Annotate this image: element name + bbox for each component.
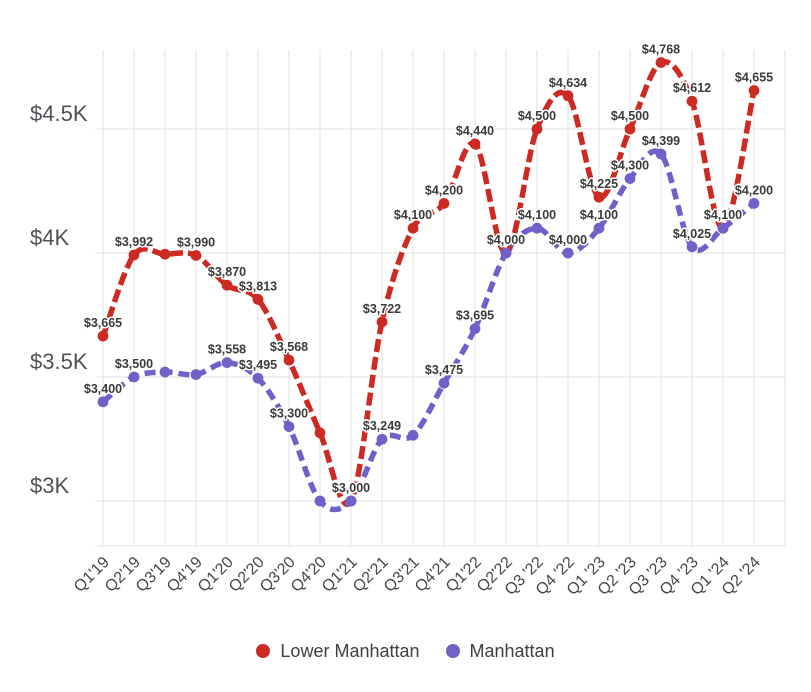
point-value-label: $3,695	[456, 309, 494, 323]
point-value-label: $3,992	[115, 235, 153, 249]
point-value-label: $3,813	[239, 279, 277, 293]
chart-svg: $3K$3.5K$4K$4.5KQ1'19Q2'19Q3'19Q4'19Q1'2…	[30, 41, 786, 599]
point-value-label: $4,025	[673, 227, 711, 241]
point-value-label: $3,500	[115, 357, 153, 371]
data-point-lower-manhattan[interactable]	[97, 330, 109, 342]
y-axis-label: $4.5K	[30, 101, 88, 126]
point-value-label: $3,990	[177, 236, 215, 250]
data-point-manhattan[interactable]	[252, 372, 264, 384]
point-value-label: $4,655	[735, 71, 773, 85]
data-point-manhattan[interactable]	[283, 421, 295, 432]
point-value-label: $4,500	[518, 109, 556, 123]
point-value-label: $3,558	[208, 343, 246, 357]
point-value-label: $3,870	[208, 265, 246, 279]
data-point-manhattan[interactable]	[562, 247, 574, 259]
data-point-lower-manhattan[interactable]	[438, 198, 450, 209]
data-point-manhattan[interactable]	[159, 366, 171, 378]
data-point-lower-manhattan[interactable]	[686, 95, 698, 107]
legend-label-manhattan: Manhattan	[469, 640, 555, 661]
data-point-manhattan[interactable]	[407, 429, 419, 441]
data-point-manhattan[interactable]	[593, 222, 605, 234]
point-value-label: $4,634	[549, 76, 587, 90]
y-axis-label: $3.5K	[30, 349, 88, 374]
point-value-label: $4,100	[580, 208, 618, 222]
data-point-lower-manhattan[interactable]	[128, 249, 140, 261]
point-value-label: $4,399	[642, 134, 680, 148]
data-point-lower-manhattan[interactable]	[376, 316, 388, 328]
data-point-lower-manhattan[interactable]	[748, 85, 760, 96]
data-point-manhattan[interactable]	[128, 371, 140, 383]
point-value-label: $4,100	[518, 208, 556, 222]
legend-label-lower-manhattan: Lower Manhattan	[280, 640, 420, 661]
point-value-label: $3,665	[84, 316, 122, 330]
legend-marker-manhattan-icon	[445, 644, 460, 658]
data-point-lower-manhattan[interactable]	[531, 123, 543, 135]
data-point-manhattan[interactable]	[438, 377, 450, 389]
data-point-manhattan[interactable]	[97, 396, 109, 408]
point-value-label: $4,225	[580, 177, 618, 191]
point-value-label: $3,000	[332, 481, 370, 495]
data-point-lower-manhattan[interactable]	[469, 138, 481, 150]
point-value-label: $3,568	[270, 340, 308, 354]
point-value-label: $4,000	[487, 233, 525, 247]
point-value-label: $4,612	[673, 81, 711, 95]
point-value-label: $4,440	[456, 124, 494, 138]
data-point-lower-manhattan[interactable]	[252, 293, 264, 305]
data-point-lower-manhattan[interactable]	[190, 250, 202, 261]
data-point-lower-manhattan[interactable]	[407, 222, 419, 234]
series-line-manhattan	[101, 148, 756, 513]
data-point-lower-manhattan[interactable]	[283, 354, 295, 366]
point-value-label: $4,200	[735, 183, 773, 197]
point-value-label: $3,495	[239, 358, 277, 372]
series-lower-manhattan	[97, 57, 760, 507]
data-point-manhattan[interactable]	[500, 247, 512, 259]
data-point-manhattan[interactable]	[717, 222, 729, 234]
series-line-lower-manhattan	[100, 59, 757, 507]
data-point-manhattan[interactable]	[314, 495, 326, 507]
point-value-label: $4,000	[549, 233, 587, 247]
data-point-manhattan[interactable]	[531, 222, 543, 234]
point-value-label: $3,249	[363, 419, 401, 433]
point-value-label: $4,100	[704, 208, 742, 222]
series-manhattan	[97, 148, 760, 513]
data-point-manhattan[interactable]	[469, 323, 481, 335]
data-point-lower-manhattan[interactable]	[655, 57, 667, 68]
point-value-label: $4,500	[611, 109, 649, 123]
data-point-manhattan[interactable]	[748, 198, 760, 209]
y-axis-label: $4K	[30, 225, 69, 250]
data-point-manhattan[interactable]	[655, 148, 667, 160]
legend-item-manhattan: Manhattan	[445, 640, 555, 662]
y-axis-label: $3K	[30, 473, 69, 498]
chart-container: $3K $3.5K $4K $4.5K Q1'19 Q2'19 Q3'19 Q4'19 Q1'2…	[30, 41, 786, 599]
legend-marker-lower-manhattan-icon	[256, 644, 271, 658]
data-point-lower-manhattan[interactable]	[159, 248, 171, 260]
data-point-manhattan[interactable]	[624, 173, 636, 185]
data-point-manhattan[interactable]	[345, 495, 357, 507]
point-value-label: $3,722	[363, 302, 401, 316]
point-value-label: $3,400	[84, 382, 122, 396]
data-point-manhattan[interactable]	[221, 357, 233, 369]
point-value-label: $4,300	[611, 159, 649, 173]
legend: Lower Manhattan Manhattan	[0, 636, 811, 666]
legend-item-lower-manhattan: Lower Manhattan	[256, 640, 420, 662]
data-point-manhattan[interactable]	[190, 369, 202, 380]
point-value-label: $3,475	[425, 363, 463, 377]
data-point-lower-manhattan[interactable]	[314, 427, 326, 439]
data-point-lower-manhattan[interactable]	[593, 191, 605, 203]
point-value-label: $3,300	[270, 407, 308, 421]
data-point-lower-manhattan[interactable]	[221, 279, 233, 291]
data-point-manhattan[interactable]	[376, 433, 388, 445]
data-point-manhattan[interactable]	[686, 241, 698, 253]
data-point-lower-manhattan[interactable]	[562, 90, 574, 102]
data-point-lower-manhattan[interactable]	[624, 123, 636, 135]
point-value-label: $4,200	[425, 183, 463, 197]
point-value-label: $4,100	[394, 208, 432, 222]
point-value-label: $4,768	[642, 43, 680, 57]
